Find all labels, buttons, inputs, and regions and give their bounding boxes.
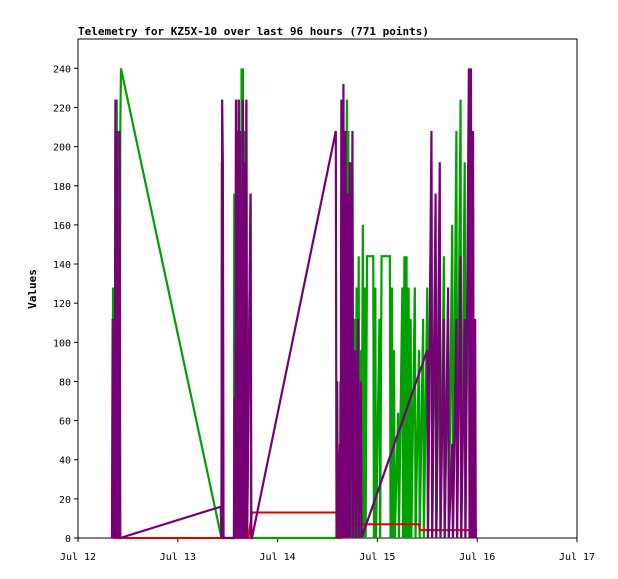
y-tick-label: 120 xyxy=(53,299,71,310)
x-tick-label: Jul 13 xyxy=(160,552,196,563)
y-tick-label: 100 xyxy=(53,338,71,349)
y-tick-label: 40 xyxy=(59,456,71,467)
series-layer xyxy=(110,68,478,540)
y-tick-label: 140 xyxy=(53,260,71,271)
y-tick-label: 240 xyxy=(53,64,71,75)
y-axis-ticks: 0 20 40 60 80 100 120 140 160 180 200 220 240 xyxy=(53,64,78,545)
x-tick-label: Jul 14 xyxy=(260,552,296,563)
x-axis-ticks: Jul 12 Jul 13 Jul 14 Jul 15 Jul 16 Jul 17 xyxy=(60,538,595,563)
y-tick-label: 0 xyxy=(65,534,71,545)
series-line-3 xyxy=(110,68,477,540)
y-tick-label: 180 xyxy=(53,182,71,193)
y-tick-label: 60 xyxy=(59,417,71,428)
y-tick-label: 160 xyxy=(53,221,71,232)
x-tick-label: Jul 17 xyxy=(559,552,595,563)
x-tick-label: Jul 16 xyxy=(459,552,495,563)
chart-title: Telemetry for KZ5X-10 over last 96 hours… xyxy=(78,25,429,38)
y-tick-label: 20 xyxy=(59,495,71,506)
y-tick-label: 200 xyxy=(53,143,71,154)
y-tick-label: 80 xyxy=(59,377,71,388)
y-tick-label: 220 xyxy=(53,103,71,114)
x-tick-label: Jul 15 xyxy=(359,552,395,563)
y-axis-label: Values xyxy=(26,269,39,309)
x-tick-label: Jul 12 xyxy=(60,552,96,563)
